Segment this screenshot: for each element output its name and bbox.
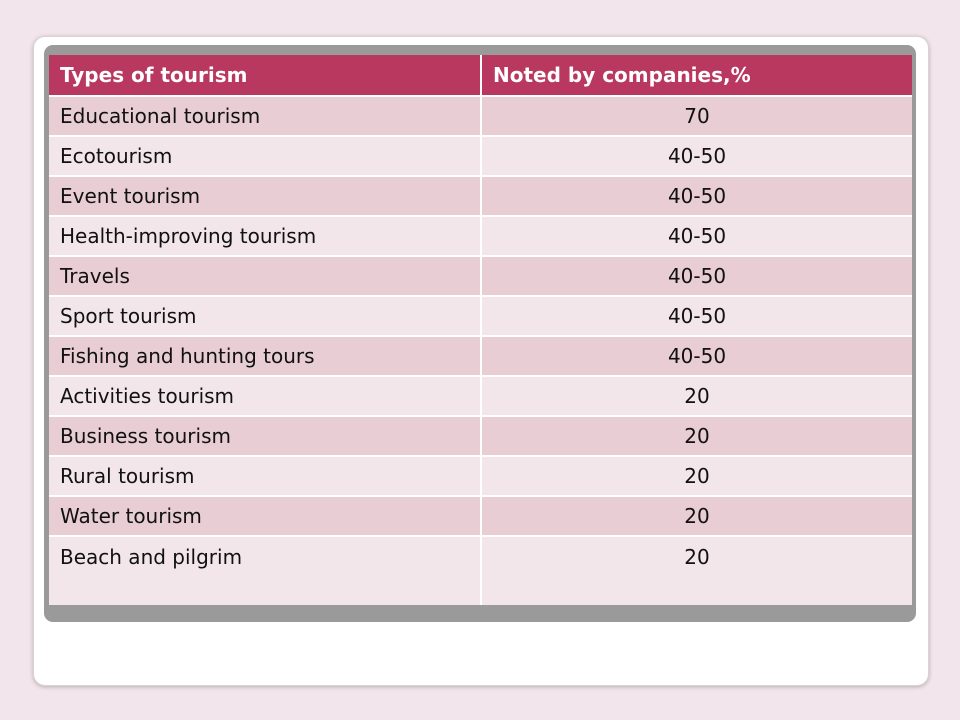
cell-tourism-type: Activities tourism [49, 377, 480, 417]
cell-percentage: 40-50 [480, 297, 912, 337]
table-row: Sport tourism 40-50 [49, 297, 912, 337]
cell-tourism-type: Ecotourism [49, 137, 480, 177]
cell-percentage: 40-50 [480, 137, 912, 177]
cell-percentage: 20 [480, 377, 912, 417]
table-row: Travels 40-50 [49, 257, 912, 297]
cell-tourism-type: Rural tourism [49, 457, 480, 497]
cell-tourism-type: Educational tourism [49, 97, 480, 137]
cell-tourism-type: Sport tourism [49, 297, 480, 337]
table-row: Health-improving tourism 40-50 [49, 217, 912, 257]
cell-percentage: 20 [480, 537, 912, 605]
tourism-table: Types of tourism Noted by companies,% Ed… [49, 55, 912, 605]
table-row: Activities tourism 20 [49, 377, 912, 417]
cell-tourism-type: Business tourism [49, 417, 480, 457]
cell-percentage: 40-50 [480, 177, 912, 217]
cell-tourism-type: Event tourism [49, 177, 480, 217]
table-header-row: Types of tourism Noted by companies,% [49, 55, 912, 97]
header-noted-by-companies: Noted by companies,% [480, 55, 912, 97]
header-types-of-tourism: Types of tourism [49, 55, 480, 97]
cell-tourism-type: Fishing and hunting tours [49, 337, 480, 377]
table-row: Educational tourism 70 [49, 97, 912, 137]
cell-percentage: 70 [480, 97, 912, 137]
table-row: Event tourism 40-50 [49, 177, 912, 217]
cell-tourism-type: Health-improving tourism [49, 217, 480, 257]
cell-percentage: 20 [480, 457, 912, 497]
cell-tourism-type: Travels [49, 257, 480, 297]
cell-percentage: 40-50 [480, 217, 912, 257]
table-row: Business tourism 20 [49, 417, 912, 457]
table-row: Rural tourism 20 [49, 457, 912, 497]
table-row: Ecotourism 40-50 [49, 137, 912, 177]
cell-tourism-type: Water tourism [49, 497, 480, 537]
table-row: Fishing and hunting tours 40-50 [49, 337, 912, 377]
cell-percentage: 20 [480, 497, 912, 537]
cell-percentage: 40-50 [480, 337, 912, 377]
cell-percentage: 20 [480, 417, 912, 457]
cell-percentage: 40-50 [480, 257, 912, 297]
table-row: Water tourism 20 [49, 497, 912, 537]
table-row: Beach and pilgrim 20 [49, 537, 912, 605]
cell-tourism-type: Beach and pilgrim [49, 537, 480, 605]
